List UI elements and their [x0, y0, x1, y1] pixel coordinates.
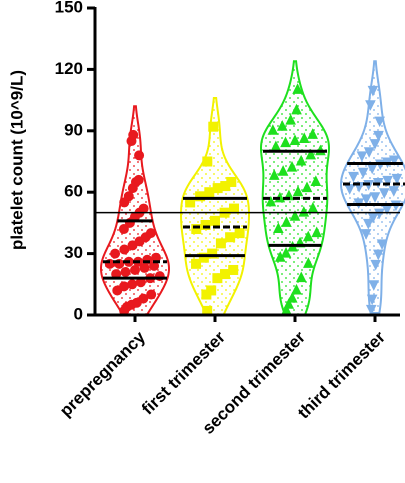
data-point: [119, 244, 130, 255]
data-point: [127, 279, 138, 290]
data-point: [291, 103, 302, 115]
data-point: [283, 298, 295, 309]
y-tick-label: 30: [64, 243, 83, 262]
data-point: [382, 175, 393, 187]
data-point: [289, 210, 301, 221]
data-point: [365, 304, 377, 316]
y-tick-label: 90: [64, 120, 83, 139]
data-point: [229, 203, 240, 214]
data-point: [146, 289, 157, 300]
data-point: [302, 230, 314, 242]
data-point: [286, 161, 298, 172]
data-point: [363, 147, 375, 158]
data-point: [376, 239, 388, 250]
data-point: [273, 222, 284, 234]
data-point: [265, 195, 277, 207]
data-point: [128, 129, 139, 140]
data-point: [391, 173, 403, 185]
data-point: [215, 238, 226, 249]
data-point: [202, 156, 213, 167]
data-point: [234, 228, 245, 239]
data-point: [134, 150, 145, 161]
data-point: [360, 229, 372, 240]
data-point: [206, 285, 217, 296]
y-tick-label: 0: [74, 304, 83, 323]
data-point: [220, 269, 231, 280]
data-point: [133, 174, 144, 185]
data-point: [303, 257, 314, 268]
data-point: [368, 280, 380, 291]
data-point: [373, 130, 384, 142]
data-point: [119, 281, 130, 292]
data-point: [307, 128, 318, 139]
data-point: [228, 264, 239, 275]
data-point: [123, 191, 134, 202]
data-point: [363, 218, 374, 230]
data-point: [225, 232, 236, 243]
data-point: [118, 224, 129, 235]
data-point: [367, 85, 379, 97]
data-point: [277, 165, 289, 176]
data-point: [292, 185, 304, 197]
data-point: [204, 187, 215, 198]
y-tick-label: 150: [55, 0, 83, 16]
data-point: [388, 155, 400, 167]
data-point: [268, 169, 280, 180]
violin: [339, 60, 405, 314]
x-tick-label: first trimester: [138, 327, 229, 418]
data-point: [285, 113, 296, 125]
data-point: [310, 175, 322, 186]
data-point: [365, 100, 376, 111]
y-tick-label: 120: [55, 59, 83, 78]
data-point: [378, 188, 390, 199]
data-point: [370, 259, 382, 271]
data-point: [210, 215, 220, 226]
data-point: [286, 292, 298, 303]
data-point: [301, 181, 313, 193]
data-point: [291, 283, 302, 295]
data-point: [120, 267, 131, 278]
data-point: [374, 116, 386, 128]
data-point: [145, 228, 156, 239]
data-point: [138, 203, 149, 214]
data-point: [226, 176, 237, 187]
data-point: [207, 248, 218, 259]
data-point: [374, 208, 385, 220]
data-point: [191, 258, 202, 269]
data-point: [281, 216, 292, 227]
data-point: [292, 83, 303, 94]
data-point: [295, 154, 307, 166]
data-point: [373, 249, 384, 261]
data-point: [280, 246, 292, 258]
data-point: [348, 171, 359, 183]
data-point: [298, 206, 310, 217]
data-point: [305, 148, 317, 160]
data-point: [388, 186, 400, 197]
data-point: [130, 264, 140, 275]
x-tick-label: prepregnancy: [56, 327, 149, 420]
data-point: [276, 120, 288, 131]
data-point: [361, 194, 372, 205]
data-point: [357, 167, 369, 179]
data-point: [289, 134, 301, 146]
data-point: [280, 136, 291, 148]
data-point: [311, 226, 323, 238]
data-point: [208, 121, 219, 132]
data-point: [298, 132, 310, 143]
data-point: [366, 294, 378, 306]
violin: [259, 60, 331, 316]
data-point: [369, 139, 381, 150]
data-point: [369, 192, 381, 203]
data-point: [138, 293, 149, 304]
data-point: [356, 151, 368, 162]
y-axis-label: platelet count (10^9/L): [7, 70, 26, 250]
y-tick-label: 60: [64, 182, 83, 201]
data-point: [295, 271, 307, 283]
data-point: [267, 124, 279, 135]
data-point: [110, 248, 121, 259]
